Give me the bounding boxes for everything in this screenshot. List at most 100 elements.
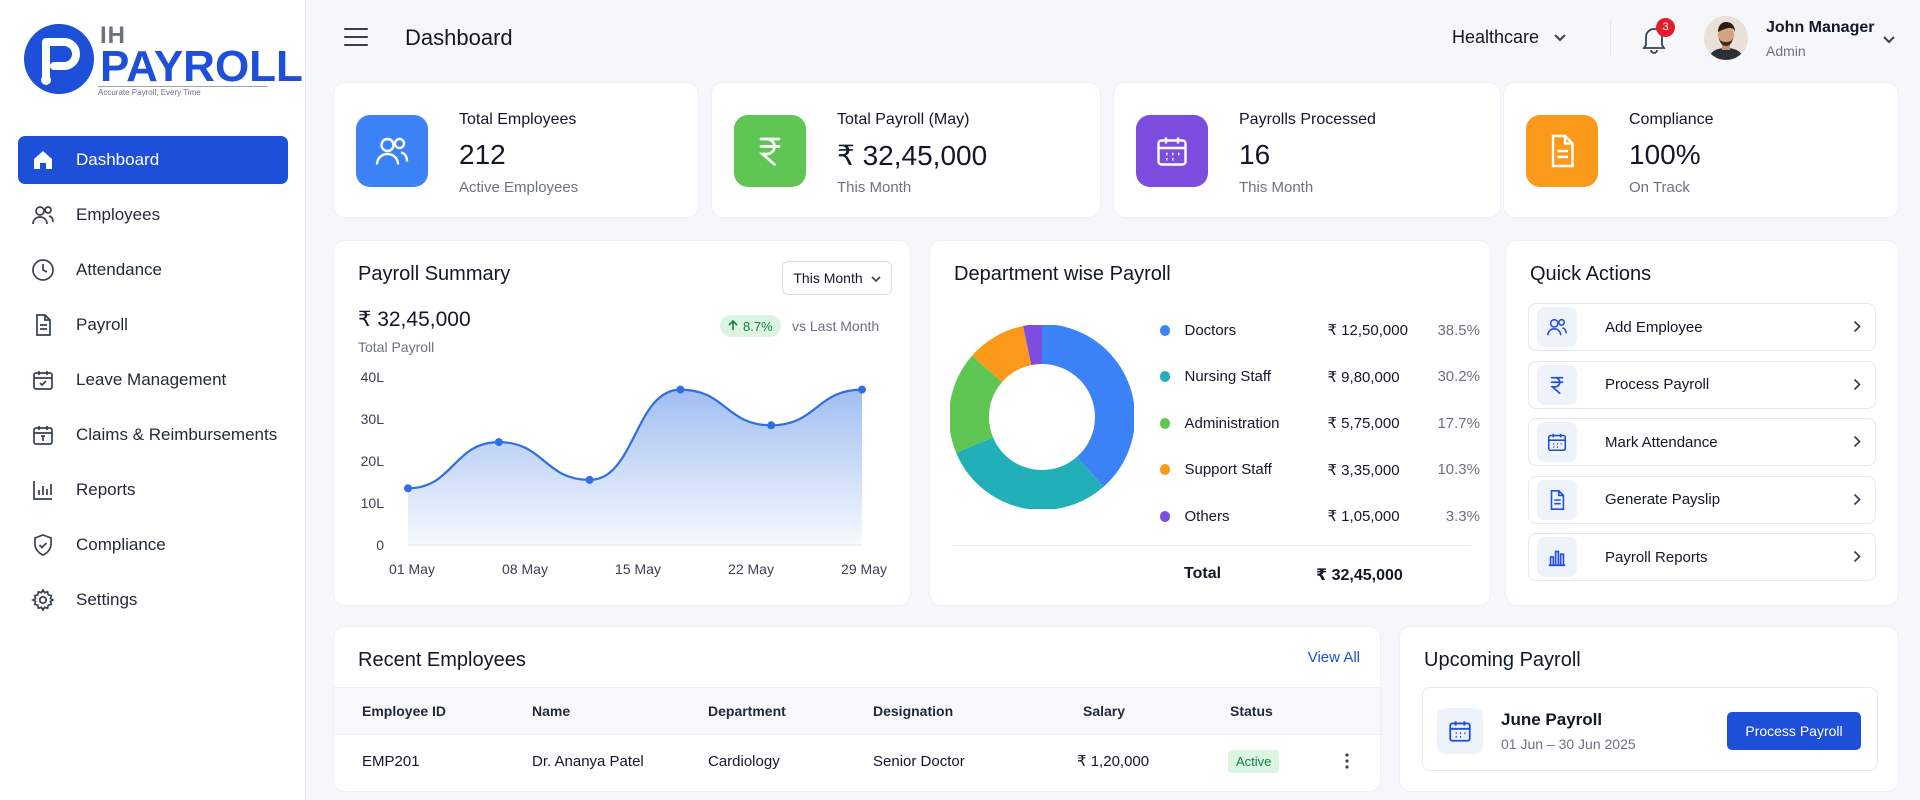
legend-amount: ₹ 12,50,000: [1327, 322, 1408, 340]
table-row[interactable]: EMP201 Dr. Ananya Patel Cardiology Senio…: [334, 735, 1380, 787]
x-tick-label: 22 May: [728, 561, 774, 577]
process-payroll-button[interactable]: Process Payroll: [1727, 712, 1861, 750]
sidebar-item-payroll[interactable]: Payroll: [18, 301, 288, 349]
cell-status: Active: [1228, 735, 1280, 787]
legend-dot: [1160, 324, 1171, 336]
data-point: [676, 385, 685, 394]
sidebar-item-reports[interactable]: Reports: [18, 466, 288, 514]
y-tick-label: 20L: [361, 453, 385, 469]
y-tick-label: 0: [376, 537, 384, 553]
quick-action-payroll-reports[interactable]: Payroll Reports: [1528, 533, 1876, 581]
menu-toggle-icon[interactable]: [344, 28, 368, 48]
recent-employees-card: Recent Employees View All Employee ID Na…: [333, 626, 1381, 792]
top-header: Dashboard Healthcare 3 John Manager Admi…: [306, 0, 1920, 76]
sidebar-item-dashboard[interactable]: Dashboard: [18, 136, 288, 184]
stat-card-compliance: Compliance 100% On Track: [1503, 82, 1899, 218]
department-legend: Doctors ₹ 12,50,000 38.5% Nursing Staff …: [1160, 307, 1480, 540]
data-point: [404, 484, 412, 493]
cell-department: Cardiology: [708, 752, 780, 770]
bar-chart-icon: [1537, 537, 1577, 577]
brand-logo[interactable]: IH PAYROLL Accurate Payroll, Every Time: [24, 22, 303, 102]
sidebar-item-compliance[interactable]: Compliance: [18, 521, 288, 569]
series-line: [407, 388, 863, 490]
legend-row-nursing-staff: Nursing Staff ₹ 9,80,000 30.2%: [1160, 354, 1480, 401]
avatar[interactable]: [1704, 16, 1748, 60]
bar-chart-icon: [30, 477, 56, 503]
user-name: John Manager: [1766, 19, 1875, 36]
quick-action-mark-attendance[interactable]: Mark Attendance: [1528, 418, 1876, 466]
chevron-right-icon: [1853, 378, 1861, 396]
view-all-link[interactable]: View All: [1307, 649, 1360, 666]
header-divider: [1610, 20, 1611, 56]
chevron-right-icon: [1853, 435, 1861, 453]
stat-label: Total Payroll (May): [837, 111, 970, 128]
sidebar-item-settings[interactable]: Settings: [18, 576, 288, 624]
legend-amount: ₹ 5,75,000: [1327, 415, 1400, 433]
column-header-salary[interactable]: Salary: [1083, 703, 1126, 719]
upcoming-payroll-dates: 01 Jun – 30 Jun 2025: [1501, 736, 1636, 752]
quick-action-label: Process Payroll: [1605, 376, 1710, 393]
legend-name: Others: [1184, 507, 1230, 525]
column-header-department[interactable]: Department: [708, 703, 786, 719]
column-header-employee-id[interactable]: Employee ID: [362, 703, 447, 719]
column-header-designation[interactable]: Designation: [873, 703, 954, 719]
legend-percent: 17.7%: [1437, 414, 1480, 432]
trend-badge: 8.7%: [720, 315, 781, 337]
rupee-icon: [734, 115, 806, 187]
legend-amount: ₹ 9,80,000: [1327, 368, 1400, 386]
cell-employee-id: EMP201: [362, 752, 420, 770]
calendar-icon: [1537, 422, 1577, 462]
logo-prefix: IH: [100, 22, 126, 49]
trend-label: vs Last Month: [792, 318, 880, 334]
sidebar-item-attendance[interactable]: Attendance: [18, 246, 288, 294]
page-title: Dashboard: [405, 25, 513, 50]
quick-action-process-payroll[interactable]: Process Payroll: [1528, 360, 1876, 409]
user-role: Admin: [1766, 43, 1806, 59]
sidebar-item-label: Attendance: [76, 260, 163, 279]
clock-icon: [30, 257, 56, 283]
status-badge: Active: [1228, 749, 1280, 773]
period-select-value: This Month: [793, 270, 863, 286]
organization-select[interactable]: Healthcare: [1452, 27, 1567, 48]
column-header-status[interactable]: Status: [1230, 703, 1273, 719]
home-icon: [30, 147, 56, 173]
document-icon: [1526, 115, 1598, 187]
y-tick-label: 40L: [361, 369, 385, 385]
legend-dot: [1160, 417, 1171, 429]
chevron-down-icon[interactable]: [1882, 32, 1896, 50]
users-icon: [30, 202, 56, 228]
quick-action-generate-payslip[interactable]: Generate Payslip: [1528, 475, 1876, 524]
stat-value: ₹ 32,45,000: [837, 140, 988, 171]
stat-value: 16: [1239, 139, 1271, 170]
card-title: Recent Employees: [358, 649, 526, 671]
logo-mark-icon: [24, 24, 94, 94]
chevron-down-icon: [871, 270, 881, 286]
quick-actions-card: Quick Actions Add Employee Process Payro…: [1505, 240, 1899, 606]
chevron-right-icon: [1853, 320, 1861, 338]
stat-sub: This Month: [837, 179, 912, 196]
legend-dot: [1160, 371, 1171, 383]
legend-name: Administration: [1184, 414, 1280, 432]
quick-action-label: Mark Attendance: [1605, 433, 1718, 451]
chevron-right-icon: [1853, 493, 1861, 511]
trend-value: 8.7%: [743, 318, 773, 334]
quick-action-add-employee[interactable]: Add Employee: [1528, 303, 1876, 351]
department-payroll-card: Department wise Payroll Doctors ₹ 12,50,…: [929, 240, 1491, 606]
stat-value: 100%: [1629, 139, 1701, 170]
period-select[interactable]: This Month: [782, 261, 892, 295]
arrow-up-icon: [728, 319, 738, 334]
sidebar: IH PAYROLL Accurate Payroll, Every Time …: [0, 0, 306, 800]
sidebar-item-employees[interactable]: Employees: [18, 191, 288, 239]
sidebar-item-claims[interactable]: Claims & Reimbursements: [18, 411, 288, 459]
cell-name: Dr. Ananya Patel: [532, 752, 644, 770]
sidebar-item-leave-management[interactable]: Leave Management: [18, 356, 288, 404]
stat-card-payrolls-processed: Payrolls Processed 16 This Month: [1113, 82, 1501, 218]
data-point: [494, 438, 503, 447]
card-title: Quick Actions: [1530, 263, 1652, 285]
stat-label: Total Employees: [459, 111, 577, 128]
sidebar-item-label: Dashboard: [76, 150, 160, 169]
more-options-icon[interactable]: [1345, 735, 1349, 787]
quick-action-label: Generate Payslip: [1605, 491, 1721, 508]
cell-salary: ₹ 1,20,000: [1077, 753, 1150, 770]
column-header-name[interactable]: Name: [532, 703, 571, 719]
